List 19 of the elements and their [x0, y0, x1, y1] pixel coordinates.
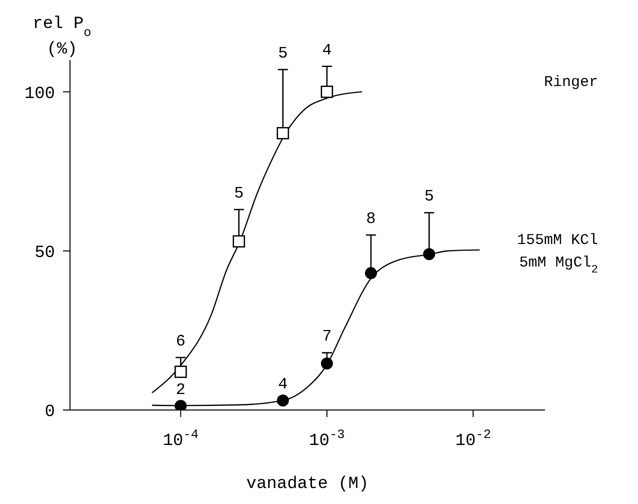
annotation: 5 — [234, 184, 244, 203]
x-tick-label: 10$^{-3}$ — [309, 426, 345, 451]
y-tick-label: 0 — [44, 403, 55, 422]
annotation: 6 — [176, 332, 186, 350]
y-tick-label: 100 — [24, 84, 55, 104]
x-tick-label: 10$^{-2}$ — [455, 426, 492, 451]
annotation: 7 — [322, 328, 332, 346]
annotation: 5 — [278, 44, 288, 63]
annotation: 4 — [278, 375, 288, 394]
annotation: 4 — [322, 41, 332, 60]
annotation: 2 — [176, 380, 186, 399]
x-tick-label: 10$^{-4}$ — [162, 426, 199, 451]
text: Ringer — [544, 74, 598, 91]
y-axis-title: rel P$_{o}$ (%) — [32, 15, 92, 60]
text: 155mM KCl 5mM MgCl$_{2}$ — [516, 232, 598, 276]
annotation: 8 — [366, 210, 376, 228]
y-tick-label: 50 — [34, 244, 55, 263]
annotation: 5 — [424, 188, 434, 206]
x-axis-title: vanadate (M) — [246, 475, 369, 494]
